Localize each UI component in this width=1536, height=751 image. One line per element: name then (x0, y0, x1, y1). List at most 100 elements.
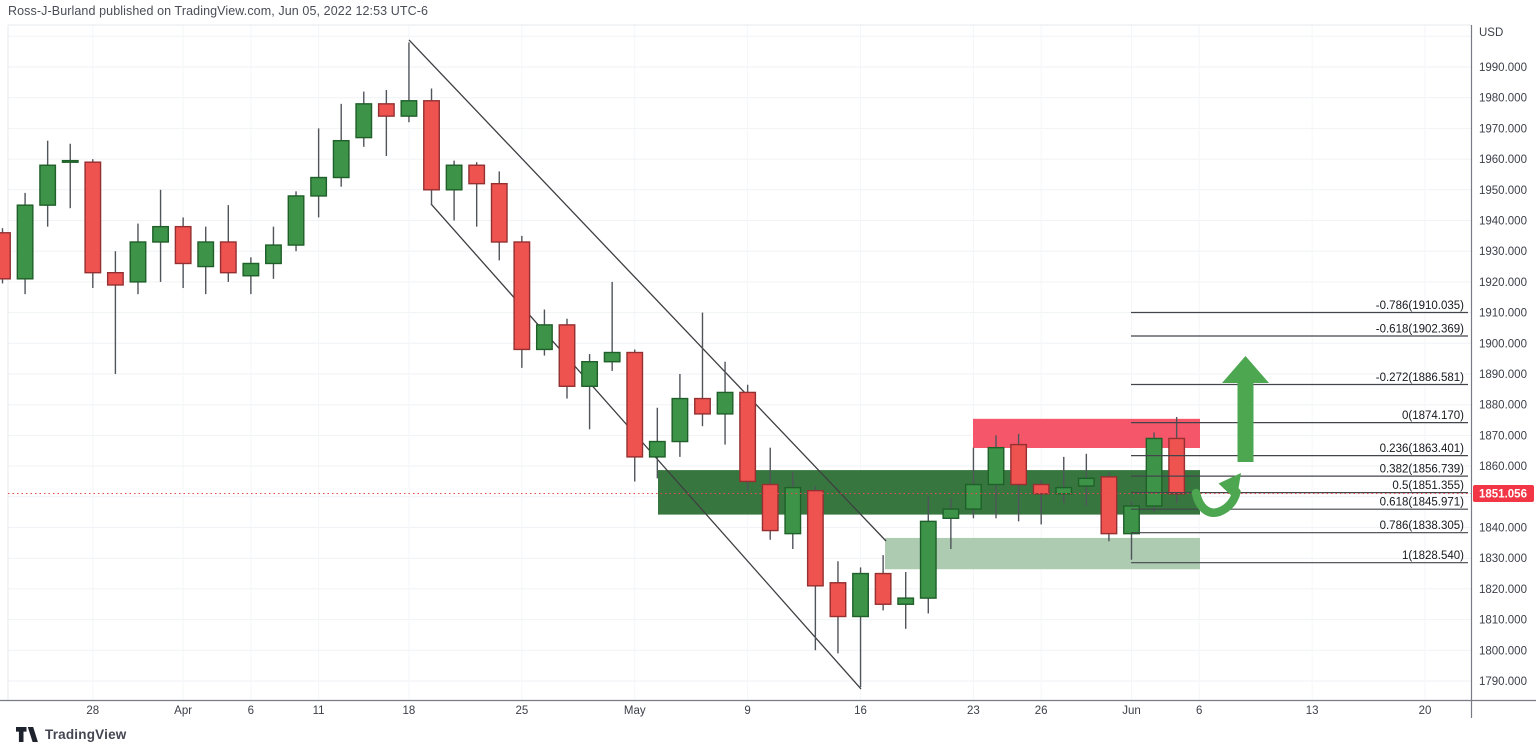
candle-38 (852, 567, 869, 688)
candle-body-up (964, 483, 982, 510)
candle-body-down (219, 241, 237, 274)
fib-retracement[interactable]: -0.786(1910.035) -0.618(1902.369) -0.272(1… (1131, 300, 1468, 564)
tradingview-logo[interactable]: TradingView (16, 727, 126, 742)
candle-body-up (197, 241, 215, 268)
candle-body-down (739, 391, 757, 483)
date-tick-label: 6 (248, 705, 254, 717)
price-tick-label: 1910.000 (1479, 308, 1527, 320)
candle-18 (400, 42, 418, 123)
candle-19 (423, 88, 440, 206)
price-tick-label: 1970.000 (1479, 123, 1527, 135)
candle-body-up (355, 103, 373, 139)
candle-body-down (468, 164, 486, 185)
date-tick-label: May (624, 705, 646, 717)
candle-10 (219, 205, 237, 282)
candle-body-up (1055, 486, 1073, 495)
candle-body-up (16, 204, 34, 280)
candle-45 (1010, 433, 1028, 522)
date-tick-label: 26 (1035, 705, 1048, 717)
date-tick-label: 6 (1196, 705, 1202, 717)
candle-body-down (1100, 476, 1118, 535)
candle-1 (16, 192, 34, 295)
target-demand-box[interactable] (885, 537, 1200, 570)
descending-trendline-lower[interactable] (430, 203, 862, 690)
candle-30 (671, 374, 689, 457)
candle-body-down (513, 241, 531, 351)
candle-body-down (1032, 483, 1050, 495)
candle-2 (39, 140, 57, 227)
price-tick-label: 1930.000 (1479, 246, 1527, 258)
candle-20 (445, 160, 463, 221)
curved-arrow-head-icon[interactable] (1218, 473, 1242, 501)
curved-arrow-body[interactable] (1191, 487, 1241, 517)
candle-35 (784, 472, 802, 549)
candle-body-down (490, 182, 508, 243)
candle-body-up (671, 397, 689, 443)
price-tick-label: 1920.000 (1479, 277, 1527, 289)
date-tick-label: 20 (1419, 705, 1432, 717)
descending-channel[interactable] (408, 39, 887, 690)
fib-label: 0.5(1851.355) (1392, 480, 1464, 492)
candle-body-down (626, 351, 644, 458)
up-arrow[interactable] (1222, 356, 1269, 462)
date-tick-label: 25 (515, 705, 528, 717)
candle-body-down (761, 483, 779, 532)
candle-17 (377, 90, 395, 157)
candle-47 (1055, 456, 1073, 503)
candle-13 (287, 191, 305, 252)
candle-body-up (287, 195, 305, 246)
price-axis[interactable]: USD 1990.000 1980.000 1970.000 1960.000 1950.… (1473, 27, 1534, 688)
fib-label: 1(1828.540) (1402, 550, 1464, 562)
candle-body-up (1077, 477, 1095, 487)
candle-body-down (174, 225, 192, 265)
candle-44 (987, 435, 1005, 519)
candle-body-up (784, 486, 802, 535)
candle-28 (626, 349, 644, 482)
date-tick-label: 16 (854, 705, 867, 717)
candle-body-down (874, 572, 892, 605)
date-tick-label: 18 (403, 705, 416, 717)
date-tick-label: 23 (967, 705, 980, 717)
candle-body-up (265, 244, 282, 265)
price-tick-label: 1890.000 (1479, 369, 1527, 381)
candle-8 (174, 217, 192, 289)
candle-26 (581, 354, 599, 430)
price-tick-label: 1960.000 (1479, 154, 1527, 166)
candle-7 (152, 189, 170, 282)
descending-trendline-upper[interactable] (408, 39, 887, 542)
time-axis[interactable]: 28 Apr 6 11 18 25 May 9 16 23 26 Jun 6 13 20 (86, 705, 1431, 717)
candle-29 (648, 407, 666, 479)
candle-46 (1032, 479, 1050, 525)
candle-40 (897, 572, 915, 629)
candle-37 (829, 561, 847, 654)
candle-body-up (603, 351, 621, 363)
candle-body-up (535, 324, 553, 351)
price-tick-label: 1860.000 (1479, 461, 1527, 473)
price-tick-label: 1880.000 (1479, 400, 1527, 412)
candle-0 (0, 228, 11, 284)
candlestick-series (0, 42, 1186, 688)
drawing-arrows[interactable] (1191, 356, 1269, 517)
axes (0, 25, 1536, 718)
currency-label: USD (1479, 27, 1503, 39)
last-price-badge-text: 1851.056 (1479, 489, 1527, 501)
candle-body-up (129, 241, 147, 283)
candle-body-down (694, 397, 711, 415)
candle-body-down (806, 489, 824, 587)
date-tick-label: 28 (86, 705, 99, 717)
fib-label: -0.618(1902.369) (1376, 324, 1464, 336)
price-tick-label: 1790.000 (1479, 676, 1527, 688)
candle-body-up (942, 508, 960, 519)
candle-25 (558, 318, 576, 399)
candle-12 (265, 226, 282, 279)
candle-52 (1168, 416, 1186, 503)
candle-49 (1100, 472, 1118, 542)
last-price-badge (1473, 485, 1534, 503)
price-tick-label: 1980.000 (1479, 93, 1527, 105)
candle-body-up (581, 361, 599, 387)
candle-body-up (897, 597, 915, 605)
candle-body-up (400, 100, 418, 117)
